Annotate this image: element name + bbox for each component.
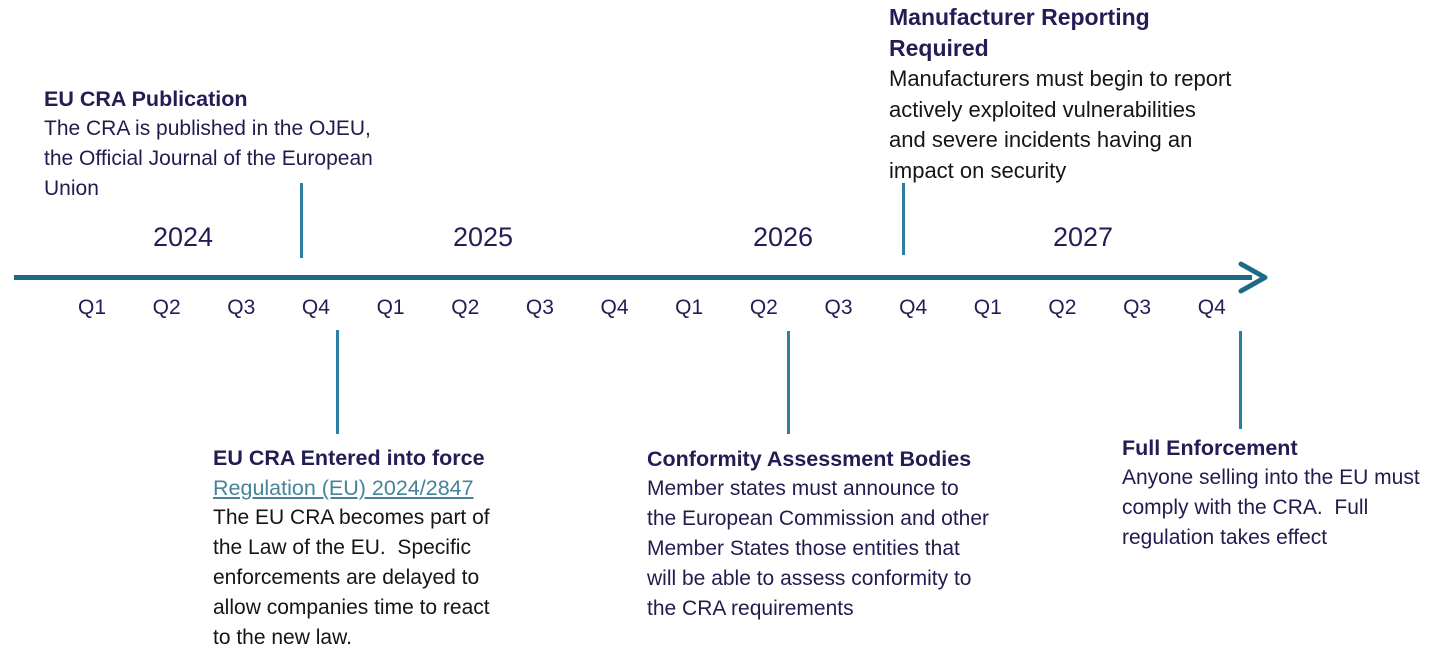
timeline-arrowhead-icon bbox=[1238, 261, 1268, 294]
quarter-label: Q1 bbox=[973, 296, 1002, 319]
event-body: The EU CRA becomes part of the Law of th… bbox=[213, 506, 490, 649]
event-full-enforcement: Full Enforcement Anyone selling into the… bbox=[1122, 433, 1453, 553]
event-title: EU CRA Entered into force bbox=[213, 446, 485, 470]
quarter-label: Q1 bbox=[376, 296, 405, 319]
event-body: Anyone selling into the EU must comply w… bbox=[1122, 466, 1420, 549]
quarter-label: Q4 bbox=[301, 296, 330, 319]
connector-full-enforcement bbox=[1239, 331, 1242, 429]
event-conformity-assessment-bodies: Conformity Assessment Bodies Member stat… bbox=[647, 444, 1067, 624]
quarter-label: Q4 bbox=[1197, 296, 1226, 319]
connector-entered-into-force bbox=[336, 330, 339, 434]
year-label: 2024 bbox=[152, 222, 214, 252]
year-label: 2027 bbox=[1052, 222, 1114, 252]
year-label: 2025 bbox=[452, 222, 514, 252]
quarter-label: Q1 bbox=[675, 296, 704, 319]
event-eu-cra-publication: EU CRA Publication The CRA is published … bbox=[44, 84, 464, 204]
quarter-label: Q3 bbox=[824, 296, 853, 319]
event-eu-cra-entered-into-force: EU CRA Entered into force Regulation (EU… bbox=[213, 443, 553, 653]
event-body: Manufacturers must begin to report activ… bbox=[889, 66, 1232, 183]
event-title: Full Enforcement bbox=[1122, 436, 1298, 460]
quarter-label: Q3 bbox=[525, 296, 554, 319]
quarter-label: Q2 bbox=[1048, 296, 1077, 319]
quarter-label: Q2 bbox=[152, 296, 181, 319]
connector-eu-cra-publication bbox=[300, 183, 303, 258]
event-title: Conformity Assessment Bodies bbox=[647, 447, 972, 471]
event-manufacturer-reporting-required: Manufacturer Reporting Required Manufact… bbox=[889, 2, 1329, 186]
quarter-label: Q2 bbox=[749, 296, 778, 319]
event-title: EU CRA Publication bbox=[44, 87, 248, 111]
quarter-label: Q2 bbox=[451, 296, 480, 319]
timeline-axis bbox=[14, 275, 1252, 280]
connector-conformity-assessment bbox=[787, 331, 790, 434]
connector-manufacturer-reporting bbox=[902, 183, 905, 255]
quarter-label: Q1 bbox=[77, 296, 107, 319]
quarter-label: Q3 bbox=[1123, 296, 1152, 319]
quarter-label: Q4 bbox=[899, 296, 928, 319]
event-body: The CRA is published in the OJEU, the Of… bbox=[44, 117, 373, 200]
regulation-link[interactable]: Regulation (EU) 2024/2847 bbox=[213, 476, 474, 500]
event-title: Manufacturer Reporting Required bbox=[889, 4, 1150, 61]
event-body: Member states must announce to the Europ… bbox=[647, 477, 990, 620]
year-label: 2026 bbox=[752, 222, 814, 252]
quarter-label: Q3 bbox=[227, 296, 256, 319]
quarter-label: Q4 bbox=[600, 296, 629, 319]
